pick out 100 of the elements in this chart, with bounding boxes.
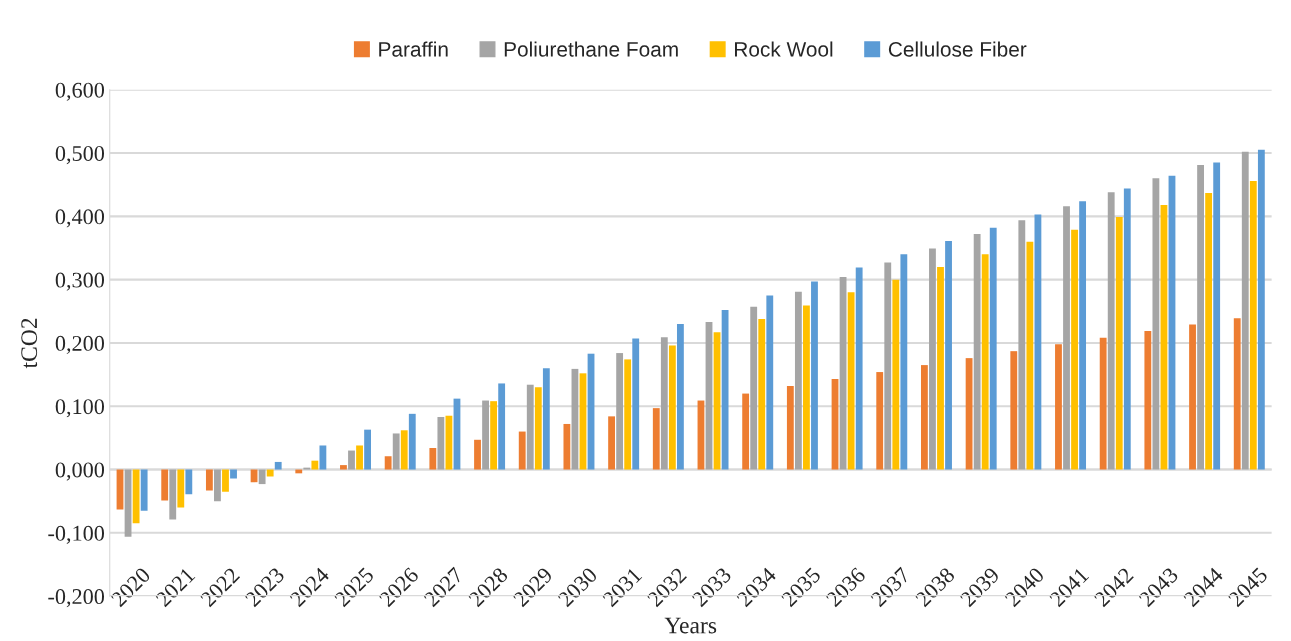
bar — [1123, 188, 1131, 470]
bar — [652, 408, 660, 470]
bar — [185, 469, 193, 495]
bar — [1241, 151, 1249, 470]
bar — [1099, 337, 1107, 470]
bar — [356, 445, 363, 470]
y-tick-label: 0,100 — [55, 399, 105, 418]
bar — [319, 445, 327, 470]
bar — [660, 337, 668, 470]
bar — [1233, 318, 1241, 470]
bar — [676, 323, 684, 470]
legend-label: Rock Wool — [735, 41, 833, 57]
bar — [892, 279, 900, 470]
bar — [1115, 216, 1123, 470]
bar — [742, 393, 750, 470]
bar — [945, 241, 952, 470]
x-axis-title: Years — [664, 617, 717, 634]
bar — [230, 469, 237, 479]
bar — [214, 469, 221, 502]
legend-label: Poliurethane Foam — [504, 41, 678, 57]
bar — [205, 469, 213, 491]
bar — [876, 372, 884, 470]
bar — [973, 234, 981, 470]
bar — [526, 384, 534, 470]
bar — [169, 469, 177, 520]
bar — [542, 368, 550, 470]
bar — [490, 401, 498, 470]
bar — [1189, 324, 1196, 470]
bar — [1055, 344, 1062, 470]
bar — [408, 413, 416, 470]
bar — [750, 306, 758, 470]
bar — [668, 345, 676, 470]
legend-label: Cellulose Fiber — [888, 41, 1027, 57]
bar — [498, 383, 506, 470]
bar — [177, 469, 185, 508]
bar — [766, 295, 774, 470]
bar — [1107, 192, 1115, 470]
bar — [222, 469, 229, 492]
y-tick-label: 0,600 — [55, 82, 105, 101]
bar — [721, 310, 729, 470]
bar — [616, 353, 624, 470]
y-axis-title: tCO2 — [21, 318, 38, 369]
bar — [474, 439, 481, 470]
bar — [1079, 201, 1087, 470]
bar — [534, 387, 542, 470]
bar — [632, 338, 640, 470]
y-tick-label: 0,200 — [55, 335, 105, 355]
bar — [794, 291, 802, 470]
bar — [803, 305, 810, 470]
bar — [811, 281, 818, 470]
bar — [1026, 241, 1034, 470]
bar — [563, 423, 571, 470]
bar — [161, 469, 169, 501]
bar — [364, 429, 372, 470]
bar — [340, 465, 347, 470]
y-tick-label: 0,500 — [55, 145, 105, 165]
bar — [429, 448, 437, 470]
bar — [855, 267, 863, 470]
legend-label: Paraffin — [379, 41, 448, 57]
bar — [847, 292, 855, 470]
bar — [400, 430, 408, 470]
bar — [624, 359, 632, 470]
bar — [437, 416, 445, 470]
bar — [384, 456, 392, 470]
bar — [1213, 162, 1221, 470]
bar — [884, 262, 892, 470]
bar — [1010, 351, 1018, 470]
y-tick-label: 0,400 — [55, 209, 105, 228]
bar — [1071, 229, 1078, 470]
bar — [920, 365, 928, 470]
bar — [989, 227, 997, 470]
bar — [608, 416, 616, 470]
bar — [758, 318, 766, 470]
bar — [518, 431, 526, 470]
bar — [1144, 330, 1152, 470]
bar — [929, 248, 936, 470]
bar — [1034, 214, 1042, 470]
bar — [392, 433, 400, 470]
bar — [311, 460, 319, 470]
bar — [1152, 178, 1160, 470]
bar — [900, 254, 908, 470]
bar — [140, 469, 148, 511]
bar — [1018, 220, 1026, 470]
bar — [1205, 192, 1213, 470]
bar — [1249, 180, 1257, 470]
bar — [981, 254, 989, 470]
bar — [348, 450, 355, 470]
y-tick-label: -0,200 — [48, 589, 105, 608]
bar — [1063, 206, 1070, 470]
bar — [1257, 149, 1265, 470]
bar — [132, 469, 140, 524]
y-tick-label: 0,000 — [55, 462, 105, 481]
bar — [786, 385, 794, 470]
bar — [258, 469, 266, 485]
bar — [1197, 165, 1204, 470]
y-tick-label: -0,100 — [48, 525, 105, 544]
bar — [482, 400, 489, 470]
y-tick-label: 0,300 — [55, 272, 105, 291]
bar — [274, 461, 282, 470]
bar — [965, 358, 973, 470]
